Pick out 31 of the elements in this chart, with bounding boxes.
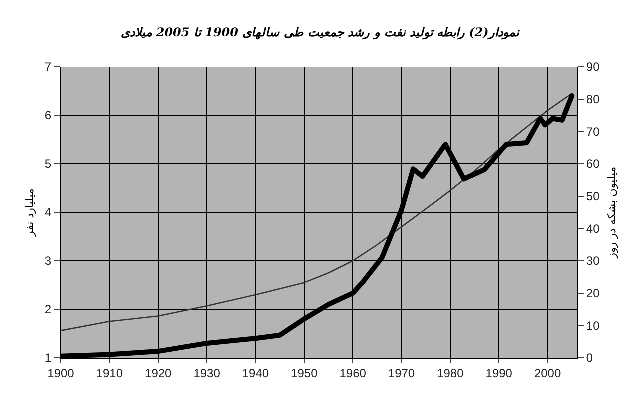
y2-tick-label: 30 (586, 254, 600, 268)
y-tick-label: 1 (44, 351, 52, 366)
y2-tick-label: 0 (586, 351, 594, 366)
y-tick-label: 4 (44, 206, 52, 220)
y2-tick-label: 80 (586, 92, 600, 107)
y2-axis-title: میلیون بشکه در روز (605, 166, 618, 260)
y-tick-label: 2 (44, 302, 52, 317)
y-axis-title: میلیارد نفر (24, 188, 37, 238)
y-tick-label: 5 (44, 157, 52, 172)
y2-tick-label: 70 (586, 124, 600, 139)
x-tick-label: 1950 (291, 366, 318, 380)
x-tick-label: 1920 (145, 366, 172, 380)
y2-tick-label: 50 (586, 190, 600, 204)
y-tick-label: 7 (44, 60, 52, 74)
x-tick-label: 1910 (96, 366, 124, 380)
x-tick-label: 1990 (486, 366, 513, 380)
x-tick-label: 1980 (437, 366, 464, 380)
x-tick-label: 1960 (340, 366, 367, 380)
chart-title: نمودار(2) رابطه تولید نفت و رشد جمعیت طی سالهای 1900 تا 2005 میلادی (121, 25, 520, 40)
y-tick-label: 6 (44, 108, 52, 123)
y-tick-label: 3 (44, 254, 52, 268)
y2-tick-label: 20 (586, 286, 600, 301)
x-tick-label: 1900 (48, 366, 75, 380)
y2-tick-label: 90 (586, 60, 600, 74)
x-tick-label: 1940 (242, 366, 270, 380)
x-tick-label: 1970 (388, 366, 416, 380)
y2-tick-label: 60 (586, 157, 600, 172)
x-tick-label: 2000 (534, 366, 562, 380)
y2-tick-label: 40 (586, 222, 600, 236)
y2-tick-label: 10 (586, 318, 600, 333)
x-tick-label: 1930 (194, 366, 221, 380)
